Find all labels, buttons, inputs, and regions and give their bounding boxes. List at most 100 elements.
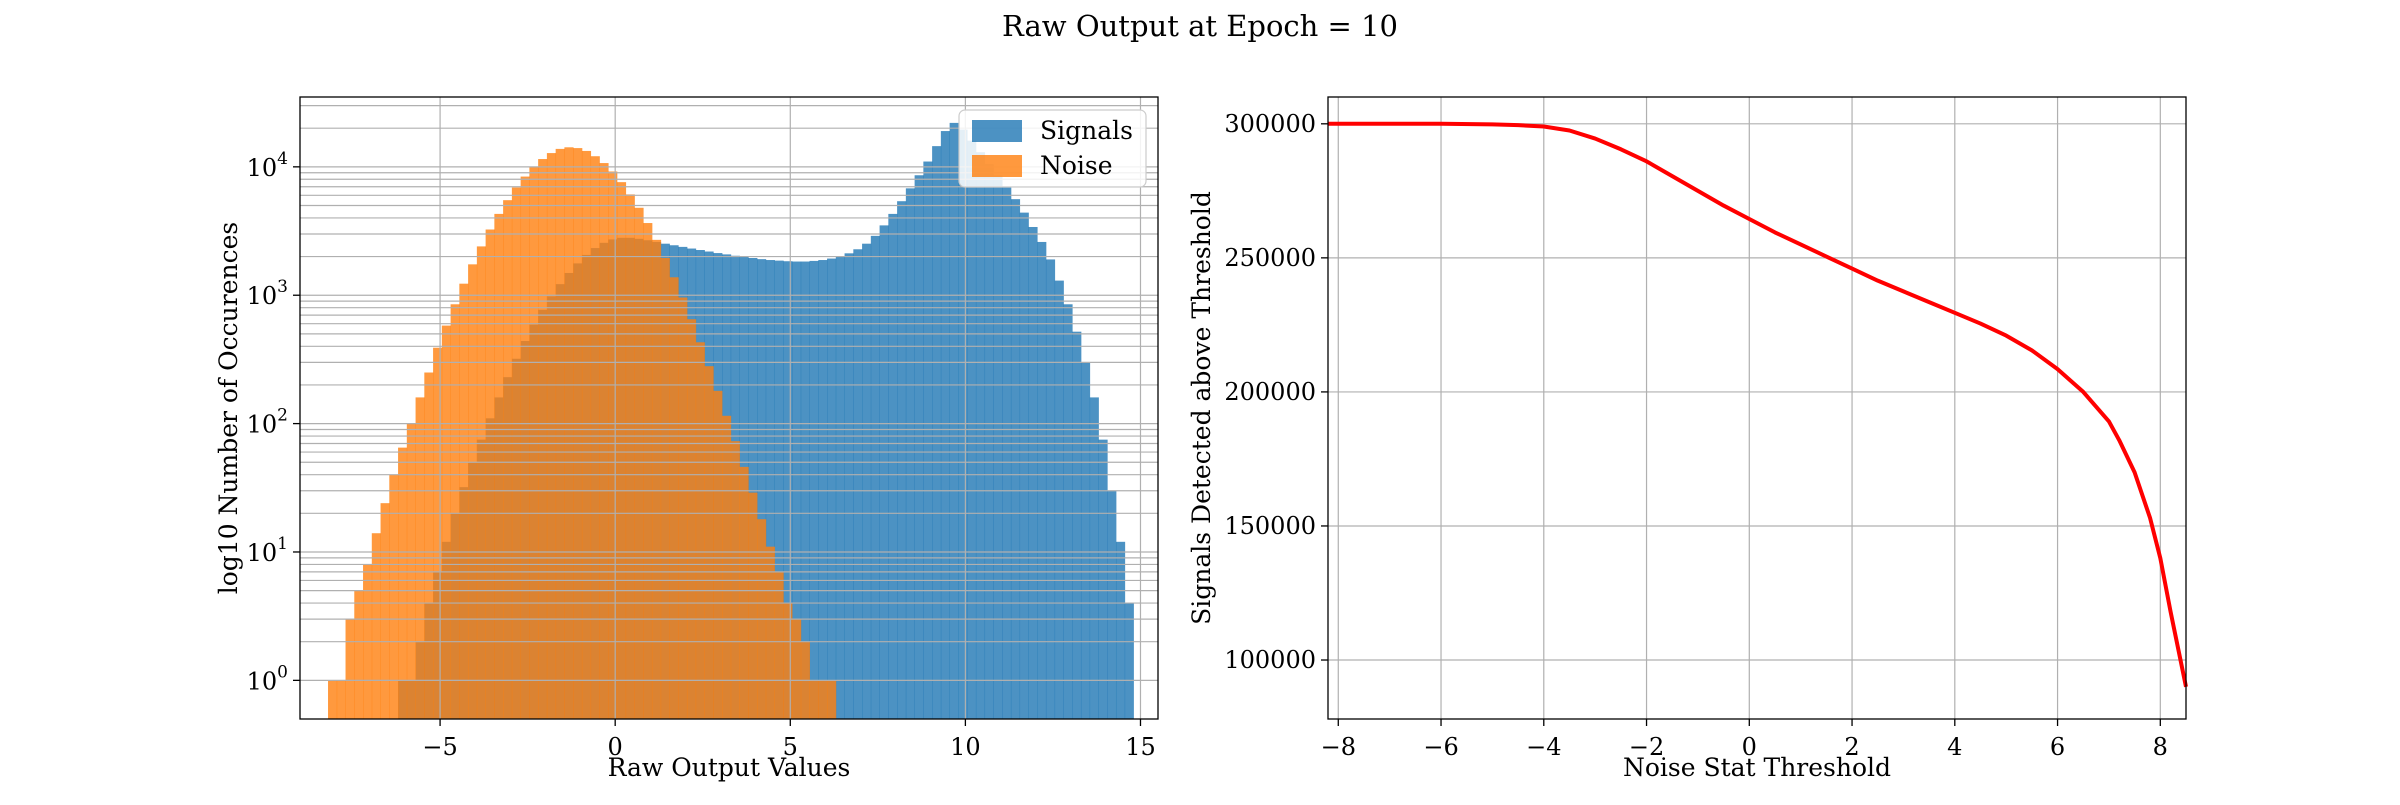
histogram-bar bbox=[494, 213, 504, 719]
histogram-bar bbox=[713, 390, 723, 719]
histogram-bar bbox=[441, 325, 451, 719]
x-tick-label: 0 bbox=[608, 733, 623, 761]
histogram-bar bbox=[511, 187, 522, 719]
y-tick-label: 102 bbox=[247, 406, 288, 439]
histogram-bar bbox=[809, 260, 819, 719]
histogram-bar bbox=[424, 372, 434, 719]
histogram-bar bbox=[704, 366, 714, 719]
histogram-bar bbox=[686, 319, 697, 719]
histogram-bar bbox=[476, 246, 487, 719]
histogram-bar bbox=[599, 163, 609, 719]
histogram-bar bbox=[389, 474, 399, 719]
histogram-bar bbox=[1115, 541, 1126, 719]
x-tick-label: −5 bbox=[422, 733, 457, 761]
histogram-bar bbox=[870, 235, 880, 720]
histogram-frame bbox=[299, 96, 1159, 720]
histogram-bar bbox=[354, 590, 364, 719]
y-tick-label: 100 bbox=[247, 662, 288, 695]
histogram-bar bbox=[853, 249, 863, 719]
threshold-line-axes: −8 −6 −4 −2 0 2 4 6 8 100000 150000 200000 250000 30… bbox=[1187, 96, 2188, 782]
histogram-bar bbox=[722, 415, 732, 719]
histogram-bar bbox=[1054, 280, 1064, 719]
histogram-bar bbox=[940, 131, 951, 719]
y-tick-label: 104 bbox=[247, 149, 288, 182]
histogram-bar bbox=[1080, 362, 1091, 719]
x-tick-label: −4 bbox=[1526, 733, 1561, 761]
histogram-bar bbox=[450, 304, 460, 719]
line-chart-y-axis-label: Signals Detected above Threshold bbox=[1187, 191, 1216, 625]
y-tick-label: 150000 bbox=[1224, 512, 1316, 540]
legend-label-signals: Signals bbox=[1040, 116, 1133, 145]
histogram-x-ticks: −5 0 5 10 15 bbox=[422, 719, 1156, 761]
histogram-bar bbox=[932, 146, 942, 719]
legend-swatch-signals bbox=[972, 120, 1022, 142]
histogram-bar bbox=[1098, 439, 1108, 719]
line-chart-x-axis-label: Noise Stat Threshold bbox=[1623, 753, 1891, 782]
x-tick-label: 2 bbox=[1844, 733, 1859, 761]
histogram-bar bbox=[914, 175, 924, 719]
histogram-bar bbox=[398, 447, 408, 719]
histogram-bar bbox=[328, 680, 338, 719]
histogram-bar bbox=[1124, 603, 1134, 719]
histogram-bar bbox=[345, 619, 355, 719]
histogram-bar bbox=[651, 239, 662, 719]
histogram-bar bbox=[809, 680, 819, 719]
histogram-bar bbox=[1037, 241, 1047, 719]
histogram-bar bbox=[949, 122, 959, 719]
histogram-bar bbox=[827, 258, 837, 719]
histogram-y-axis-label: log10 Number of Occurences bbox=[214, 222, 243, 595]
histogram-bar bbox=[1028, 226, 1038, 720]
histogram-bar bbox=[1002, 186, 1012, 720]
x-tick-label: 6 bbox=[2050, 733, 2065, 761]
histogram-bar bbox=[748, 257, 758, 719]
histogram-bar bbox=[643, 223, 653, 720]
histogram-grid bbox=[300, 97, 1158, 719]
histogram-x-axis-label: Raw Output Values bbox=[608, 753, 851, 782]
histogram-bar bbox=[888, 213, 898, 719]
histogram-bar bbox=[958, 129, 968, 720]
histogram-bar bbox=[984, 164, 994, 719]
histogram-bar bbox=[678, 297, 688, 719]
histogram-bar bbox=[573, 148, 583, 720]
histogram-bar bbox=[590, 156, 600, 720]
signals-detected-line bbox=[1328, 121, 2188, 688]
legend-label-noise: Noise bbox=[1040, 151, 1113, 180]
y-tick-label: 200000 bbox=[1224, 378, 1316, 406]
histogram-bar bbox=[765, 260, 775, 719]
histogram-bar bbox=[818, 260, 828, 719]
histogram-bar bbox=[739, 466, 749, 719]
histogram-bar bbox=[371, 533, 381, 719]
histogram-bar bbox=[774, 571, 784, 719]
histogram-bar bbox=[879, 225, 889, 719]
histogram-bar bbox=[608, 171, 618, 720]
histogram-bar bbox=[844, 253, 854, 719]
histogram-bar bbox=[660, 257, 670, 719]
histogram-bar bbox=[625, 194, 635, 719]
figure-title: Raw Output at Epoch = 10 bbox=[1002, 9, 1398, 43]
y-tick-label: 103 bbox=[247, 277, 288, 310]
histogram-bar bbox=[1019, 212, 1029, 719]
histogram-bar bbox=[433, 347, 443, 719]
line-chart-grid bbox=[1328, 97, 2186, 719]
histogram-bar bbox=[503, 200, 513, 719]
x-tick-label: 0 bbox=[1742, 733, 1757, 761]
x-tick-label: 8 bbox=[2153, 733, 2168, 761]
histogram-bar bbox=[748, 492, 758, 719]
histogram-legend: Signals Noise bbox=[958, 109, 1147, 188]
line-chart-y-ticks: 100000 150000 200000 250000 300000 bbox=[1224, 110, 1328, 674]
histogram-bar bbox=[336, 680, 346, 719]
x-tick-label: 5 bbox=[783, 733, 798, 761]
histogram-bar bbox=[520, 176, 530, 719]
histogram-bar bbox=[581, 150, 592, 719]
histogram-bar bbox=[459, 283, 469, 719]
histogram-bar bbox=[792, 619, 802, 719]
legend-swatch-noise bbox=[972, 155, 1022, 177]
histogram-bar bbox=[827, 680, 837, 719]
y-tick-label: 101 bbox=[247, 534, 288, 567]
x-tick-label: −2 bbox=[1629, 733, 1664, 761]
histogram-bar bbox=[634, 207, 644, 719]
x-tick-label: 15 bbox=[1125, 733, 1156, 761]
x-tick-label: 10 bbox=[950, 733, 981, 761]
